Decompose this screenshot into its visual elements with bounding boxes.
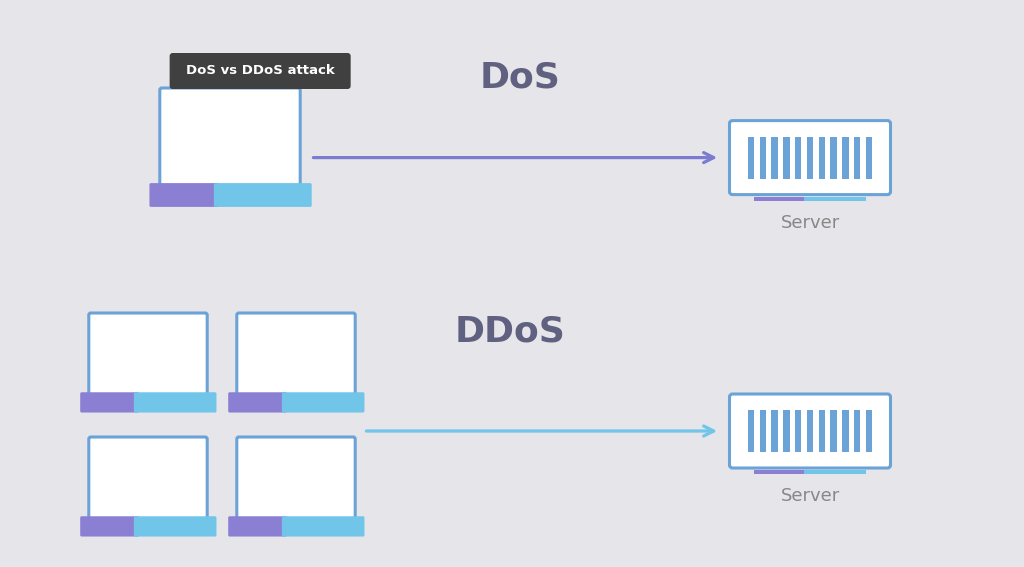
FancyBboxPatch shape bbox=[228, 392, 287, 413]
Bar bbox=[783, 410, 790, 452]
FancyBboxPatch shape bbox=[214, 183, 311, 207]
FancyBboxPatch shape bbox=[729, 394, 891, 468]
Bar bbox=[830, 410, 837, 452]
Bar bbox=[748, 410, 755, 452]
Bar bbox=[783, 137, 790, 179]
Bar bbox=[807, 410, 813, 452]
Bar bbox=[795, 137, 802, 179]
FancyBboxPatch shape bbox=[160, 88, 300, 185]
Bar bbox=[854, 410, 860, 452]
Bar bbox=[818, 410, 825, 452]
Text: DoS vs DDoS attack: DoS vs DDoS attack bbox=[185, 65, 335, 78]
Bar bbox=[795, 410, 802, 452]
FancyBboxPatch shape bbox=[89, 437, 207, 519]
FancyBboxPatch shape bbox=[134, 392, 216, 413]
Bar bbox=[842, 410, 849, 452]
Bar bbox=[748, 137, 755, 179]
Bar bbox=[771, 410, 778, 452]
FancyBboxPatch shape bbox=[729, 121, 891, 194]
FancyBboxPatch shape bbox=[237, 437, 355, 519]
FancyBboxPatch shape bbox=[150, 183, 219, 207]
Bar bbox=[842, 137, 849, 179]
Bar bbox=[771, 137, 778, 179]
FancyBboxPatch shape bbox=[282, 392, 365, 413]
Bar bbox=[865, 410, 872, 452]
Bar bbox=[854, 137, 860, 179]
FancyBboxPatch shape bbox=[282, 517, 365, 536]
FancyBboxPatch shape bbox=[80, 517, 139, 536]
FancyBboxPatch shape bbox=[89, 313, 207, 395]
Bar bbox=[818, 137, 825, 179]
FancyBboxPatch shape bbox=[755, 197, 805, 201]
Bar bbox=[807, 137, 813, 179]
Bar bbox=[830, 137, 837, 179]
FancyBboxPatch shape bbox=[228, 517, 287, 536]
Text: Server: Server bbox=[780, 487, 840, 505]
FancyBboxPatch shape bbox=[805, 197, 866, 201]
FancyBboxPatch shape bbox=[170, 53, 350, 89]
FancyBboxPatch shape bbox=[80, 392, 139, 413]
Bar bbox=[760, 410, 766, 452]
Bar bbox=[760, 137, 766, 179]
FancyBboxPatch shape bbox=[755, 470, 805, 474]
Text: DDoS: DDoS bbox=[455, 315, 565, 349]
Text: Server: Server bbox=[780, 214, 840, 231]
FancyBboxPatch shape bbox=[805, 470, 866, 474]
FancyBboxPatch shape bbox=[237, 313, 355, 395]
FancyBboxPatch shape bbox=[134, 517, 216, 536]
Bar bbox=[865, 137, 872, 179]
Text: DoS: DoS bbox=[479, 60, 560, 94]
